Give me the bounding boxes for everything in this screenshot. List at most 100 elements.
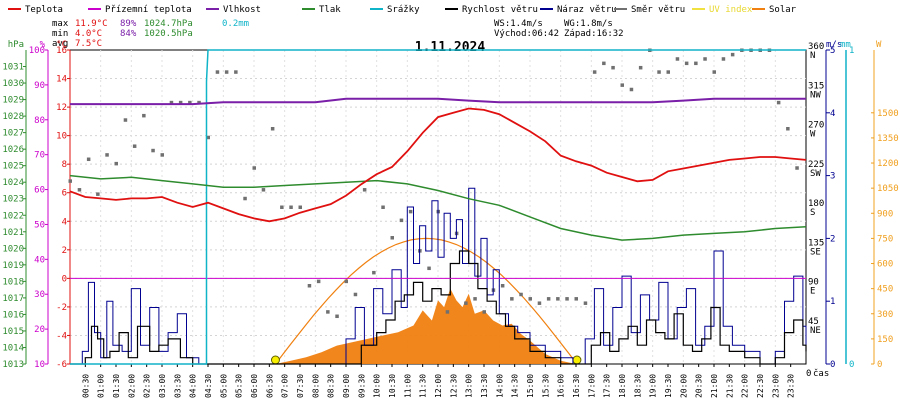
wind-direction-point <box>703 57 707 61</box>
stat-ws: WS:1.4m/s <box>494 19 543 29</box>
x-tick-label-5: 03:00 <box>158 374 167 398</box>
legend-label-8: UV index <box>709 5 753 15</box>
x-tick-label-29: 15:00 <box>526 374 535 398</box>
stat-temp-max: 11.9°C <box>75 19 108 29</box>
x-tick-label-16: 08:30 <box>327 374 336 398</box>
x-tick-label-44: 22:30 <box>756 374 765 398</box>
wind-speed-line <box>70 250 807 365</box>
stat-label-min: min <box>52 29 68 39</box>
dir-tick-dir-1: E <box>810 287 815 297</box>
temp-tick-label-0: -6 <box>56 360 67 370</box>
wind-direction-point <box>224 70 229 74</box>
wind-direction-point <box>464 301 468 305</box>
rain-line <box>70 49 806 365</box>
wind-direction-point <box>574 297 578 301</box>
stat-temp-min: 4.0°C <box>75 29 102 39</box>
wind-direction-point <box>261 188 266 192</box>
mm-tick-label-0: 0 <box>849 360 854 370</box>
uv-tick-label-2: 300 <box>877 310 893 320</box>
pct-tick-label-5: 60 <box>34 186 45 196</box>
x-axis-unit: čas <box>813 368 829 379</box>
pct-tick-label-8: 90 <box>34 81 45 91</box>
uv-tick-label-6: 900 <box>877 209 893 219</box>
legend-label-3: Tlak <box>319 5 341 15</box>
wind-direction-point <box>721 57 726 61</box>
x-tick-label-4: 02:30 <box>143 374 152 398</box>
x-tick-label-21: 11:00 <box>403 374 412 398</box>
wind-gust-line <box>70 187 807 365</box>
wind-direction-point <box>372 270 376 275</box>
plot-area <box>68 48 807 365</box>
sunset-marker <box>572 355 582 365</box>
wind-direction-point <box>68 179 72 183</box>
hpa-tick-label-13: 1026 <box>2 145 24 155</box>
x-tick-label-27: 14:00 <box>495 374 504 398</box>
wind-direction-point <box>666 70 670 74</box>
x-tick-label-28: 14:30 <box>511 374 520 398</box>
dir-tick-label-0: 45 <box>808 317 819 327</box>
temp-tick-label-2: -2 <box>56 303 67 313</box>
x-tick-label-17: 09:00 <box>342 374 351 398</box>
wind-direction-point <box>206 135 210 140</box>
x-tick-label-0: 00:30 <box>81 374 90 398</box>
wind-direction-point <box>169 100 174 105</box>
hpa-tick-label-12: 1025 <box>2 162 24 172</box>
x-tick-label-8: 04:30 <box>204 374 213 398</box>
uv-tick-label-4: 600 <box>877 260 893 270</box>
x-tick-label-35: 18:00 <box>618 374 627 398</box>
x-tick-label-46: 23:30 <box>787 374 796 398</box>
wind-direction-point <box>390 236 394 240</box>
x-tick-label-11: 06:00 <box>250 374 259 398</box>
x-tick-label-37: 19:00 <box>649 374 658 398</box>
x-tick-label-43: 22:00 <box>741 374 750 398</box>
dir-tick-label-6: 315 <box>808 81 824 91</box>
wind-direction-point <box>399 218 404 223</box>
dir-tick-dir-4: SW <box>810 169 821 179</box>
x-tick-label-1: 01:00 <box>97 374 106 398</box>
legend-label-9: Solar <box>769 5 797 15</box>
wind-direction-point <box>500 284 505 288</box>
x-tick-label-41: 21:00 <box>710 374 719 398</box>
ms-tick-label-3: 3 <box>830 172 835 182</box>
x-tick-label-7: 04:00 <box>189 374 198 398</box>
legend-label-2: Vlhkost <box>223 5 261 15</box>
temperature-line <box>69 107 807 223</box>
legend-label-4: Srážky <box>387 5 420 15</box>
sunrise-marker <box>270 355 280 365</box>
wind-direction-point <box>537 301 542 305</box>
wind-direction-point <box>473 297 477 301</box>
legend-label-0: Teplota <box>25 5 63 15</box>
wind-direction-point <box>684 61 689 66</box>
uv-tick-label-3: 450 <box>877 285 893 295</box>
pct-tick-label-3: 40 <box>34 255 45 265</box>
wind-direction-point <box>307 284 312 288</box>
wind-direction-point <box>215 70 220 74</box>
x-tick-label-38: 19:30 <box>664 374 673 398</box>
x-tick-label-19: 10:00 <box>373 374 382 398</box>
wind-direction-point <box>657 70 661 74</box>
wind-direction-point <box>234 70 238 74</box>
wind-direction-point <box>178 100 183 105</box>
pressure-line <box>69 174 807 241</box>
dir-tick-dir-6: NW <box>810 90 821 100</box>
x-tick-label-13: 07:00 <box>281 374 290 398</box>
hpa-tick-label-6: 1019 <box>2 261 24 271</box>
wind-direction-point <box>243 196 247 201</box>
wind-direction-point <box>510 297 514 301</box>
hpa-tick-label-17: 1030 <box>2 79 24 89</box>
x-tick-label-20: 10:30 <box>388 374 397 398</box>
temp-tick-label-8: 10 <box>56 132 67 142</box>
wind-direction-point <box>694 61 698 66</box>
humidity-line <box>70 97 806 106</box>
stat-wg: WG:1.8m/s <box>564 19 613 29</box>
wind-direction-point <box>114 161 118 166</box>
temp-tick-label-7: 8 <box>62 160 67 170</box>
wind-direction-point <box>77 188 82 192</box>
wind-direction-point <box>583 301 588 305</box>
temp-tick-label-3: 0 <box>62 274 67 284</box>
stat-sunrise: Východ:06:42 <box>494 29 559 39</box>
pct-axis-unit: % <box>40 40 46 50</box>
wind-direction-point <box>362 188 367 192</box>
x-tick-label-39: 20:00 <box>679 374 688 398</box>
wind-direction-point <box>298 205 302 209</box>
